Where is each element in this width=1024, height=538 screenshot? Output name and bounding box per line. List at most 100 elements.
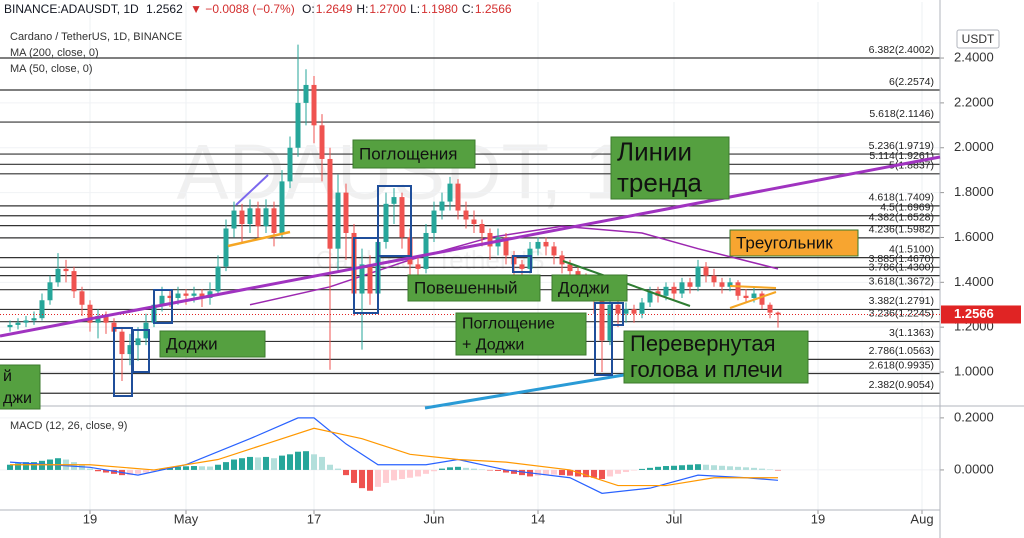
histogram-bar bbox=[247, 456, 253, 470]
candle-body bbox=[607, 304, 613, 341]
histogram-bar bbox=[623, 469, 629, 473]
annotation-text: й bbox=[3, 368, 12, 385]
candle-body bbox=[319, 125, 325, 159]
histogram-bar bbox=[479, 469, 485, 470]
candle-body bbox=[55, 268, 61, 283]
histogram-bar bbox=[591, 469, 597, 478]
fib-label: 4.236(1.5982) bbox=[869, 224, 934, 236]
candle-body bbox=[711, 275, 717, 283]
histogram-bar bbox=[655, 466, 661, 470]
fib-label: 6.382(2.4002) bbox=[869, 44, 934, 56]
ohlc-value: 1.2566 bbox=[474, 2, 512, 16]
annotation-text: + Доджи bbox=[462, 337, 524, 354]
pattern-box bbox=[377, 185, 412, 257]
axis-label: USDT bbox=[962, 32, 995, 46]
histogram-bar bbox=[199, 466, 205, 470]
histogram-bar bbox=[511, 469, 517, 474]
candle-body bbox=[359, 264, 365, 294]
annotation-text: Треугольник bbox=[736, 233, 833, 252]
ohlc-label: L: bbox=[410, 2, 421, 16]
fib-label: 5.114(1.9261) bbox=[869, 150, 934, 162]
candle-body bbox=[623, 309, 629, 314]
candle-body bbox=[551, 246, 557, 256]
ohlc-label: C: bbox=[461, 2, 474, 16]
annotation-box bbox=[352, 139, 476, 169]
candle-body bbox=[239, 210, 245, 225]
histogram-bar bbox=[775, 469, 781, 471]
pattern-box bbox=[594, 302, 613, 376]
y-tick-label: 0.2000 bbox=[954, 409, 994, 424]
histogram-bar bbox=[239, 458, 245, 470]
annotation-box bbox=[455, 312, 587, 356]
macd-line bbox=[10, 427, 778, 487]
candle-body bbox=[383, 203, 389, 242]
histogram-bar bbox=[111, 469, 117, 474]
histogram-bar bbox=[671, 465, 677, 470]
candle-body bbox=[647, 291, 653, 303]
x-tick-label: 19 bbox=[811, 511, 825, 526]
histogram-bar bbox=[703, 464, 709, 470]
ohlc: O:1.2649 H:1.2700 L:1.1980 C:1.2566 bbox=[302, 2, 516, 16]
histogram-bar bbox=[711, 465, 717, 470]
histogram-bar bbox=[87, 468, 93, 470]
candle-body bbox=[231, 210, 237, 229]
histogram-bar bbox=[735, 466, 741, 470]
histogram-bar bbox=[207, 466, 213, 470]
histogram-bar bbox=[607, 469, 613, 477]
last-price-label: 1.2566 bbox=[954, 306, 994, 321]
candle-body bbox=[159, 295, 165, 305]
histogram-bar bbox=[639, 468, 645, 470]
histogram-bar bbox=[583, 469, 589, 478]
histogram-bar bbox=[423, 469, 429, 474]
histogram-bar bbox=[471, 468, 477, 470]
x-tick-label: May bbox=[174, 511, 199, 526]
fib-label: 6(2.2574) bbox=[889, 76, 934, 88]
candle-body bbox=[287, 147, 293, 182]
candle-body bbox=[223, 228, 229, 267]
candle-body bbox=[679, 282, 685, 294]
candle-body bbox=[655, 291, 661, 296]
fib-label: 3(1.1363) bbox=[889, 327, 934, 339]
candle-body bbox=[767, 304, 773, 313]
candle-body bbox=[703, 266, 709, 276]
candle-body bbox=[415, 264, 421, 269]
histogram-bar bbox=[295, 451, 301, 470]
annotation-text: Перевернутая bbox=[630, 331, 776, 356]
histogram-bar bbox=[519, 469, 525, 476]
histogram-bar bbox=[439, 468, 445, 470]
y-tick-label: 1.0000 bbox=[954, 363, 994, 378]
trend-line bbox=[424, 372, 631, 410]
candle-body bbox=[639, 302, 645, 314]
candle-body bbox=[31, 318, 37, 321]
candle-body bbox=[127, 345, 133, 355]
fib-label: 3.618(1.3672) bbox=[869, 275, 934, 287]
histogram-bar bbox=[279, 455, 285, 470]
candle-body bbox=[247, 208, 253, 225]
histogram-bar bbox=[487, 469, 493, 471]
legend-item: MA (200, close, 0) bbox=[10, 47, 99, 59]
histogram-bar bbox=[375, 469, 381, 487]
symbol: BINANCE:ADAUSDT, 1D bbox=[4, 2, 139, 16]
candle-body bbox=[71, 271, 77, 292]
candle-body bbox=[39, 300, 45, 319]
candle-body bbox=[631, 309, 637, 314]
annotation-text: Поглощения bbox=[359, 144, 457, 163]
candle-body bbox=[695, 266, 701, 287]
macd-title: MACD (12, 26, close, 9) bbox=[10, 420, 128, 432]
candle-body bbox=[575, 271, 581, 278]
candle-body bbox=[215, 266, 221, 292]
candle-body bbox=[567, 264, 573, 272]
fib-label: 3.786(1.4300) bbox=[869, 261, 934, 273]
histogram-bar bbox=[559, 469, 565, 476]
annotation-text: Повешенный bbox=[414, 278, 518, 297]
histogram-bar bbox=[751, 467, 757, 470]
fib-label: 5(1.8837) bbox=[889, 160, 934, 172]
candle-body bbox=[23, 320, 29, 323]
pattern-box bbox=[611, 302, 624, 326]
fib-label: 4.618(1.7409) bbox=[869, 192, 934, 204]
annotation-box bbox=[551, 274, 628, 302]
candle-body bbox=[367, 264, 373, 294]
candle-body bbox=[399, 197, 405, 238]
y-tick-label: 1.6000 bbox=[954, 229, 994, 244]
